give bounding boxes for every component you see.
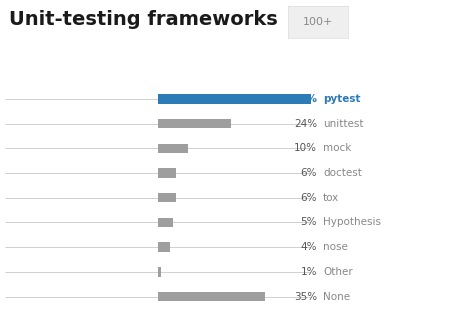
Text: unittest: unittest bbox=[322, 119, 363, 129]
Text: 24%: 24% bbox=[293, 119, 316, 129]
Text: Unit-testing frameworks: Unit-testing frameworks bbox=[9, 10, 277, 29]
Text: pytest: pytest bbox=[322, 94, 360, 104]
Bar bbox=[157, 267, 161, 277]
Text: 6%: 6% bbox=[300, 168, 316, 178]
Text: Hypothesis: Hypothesis bbox=[322, 218, 380, 227]
Text: doctest: doctest bbox=[322, 168, 361, 178]
Text: 51%: 51% bbox=[291, 94, 316, 104]
Bar bbox=[157, 144, 188, 153]
Text: None: None bbox=[322, 292, 350, 301]
Bar bbox=[157, 119, 231, 128]
Text: 4%: 4% bbox=[300, 242, 316, 252]
Bar bbox=[157, 218, 173, 227]
Text: 6%: 6% bbox=[300, 193, 316, 203]
Text: nose: nose bbox=[322, 242, 347, 252]
Text: 35%: 35% bbox=[293, 292, 316, 301]
Text: 10%: 10% bbox=[294, 143, 316, 153]
Text: 5%: 5% bbox=[300, 218, 316, 227]
Text: mock: mock bbox=[322, 143, 351, 153]
Bar bbox=[157, 94, 313, 104]
Bar bbox=[157, 168, 176, 178]
Text: 100+: 100+ bbox=[302, 17, 332, 27]
Text: 1%: 1% bbox=[300, 267, 316, 277]
Bar bbox=[157, 193, 176, 203]
Bar bbox=[157, 292, 264, 301]
Text: tox: tox bbox=[322, 193, 338, 203]
Text: Other: Other bbox=[322, 267, 352, 277]
Bar bbox=[157, 242, 169, 252]
